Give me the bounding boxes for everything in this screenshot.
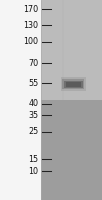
- Bar: [64, 81, 83, 88]
- Bar: [61, 77, 86, 91]
- Text: 100: 100: [23, 38, 38, 46]
- Text: 170: 170: [23, 4, 38, 14]
- Bar: [62, 79, 84, 89]
- Text: 130: 130: [23, 21, 38, 29]
- Text: 55: 55: [28, 78, 38, 88]
- Text: 15: 15: [28, 154, 38, 164]
- Text: 35: 35: [28, 110, 38, 119]
- Bar: [41, 0, 102, 200]
- Bar: [0, 0, 41, 200]
- Text: 40: 40: [28, 99, 38, 108]
- Text: 25: 25: [28, 128, 38, 136]
- Text: 10: 10: [28, 166, 38, 176]
- Bar: [66, 82, 81, 87]
- Text: 70: 70: [28, 58, 38, 68]
